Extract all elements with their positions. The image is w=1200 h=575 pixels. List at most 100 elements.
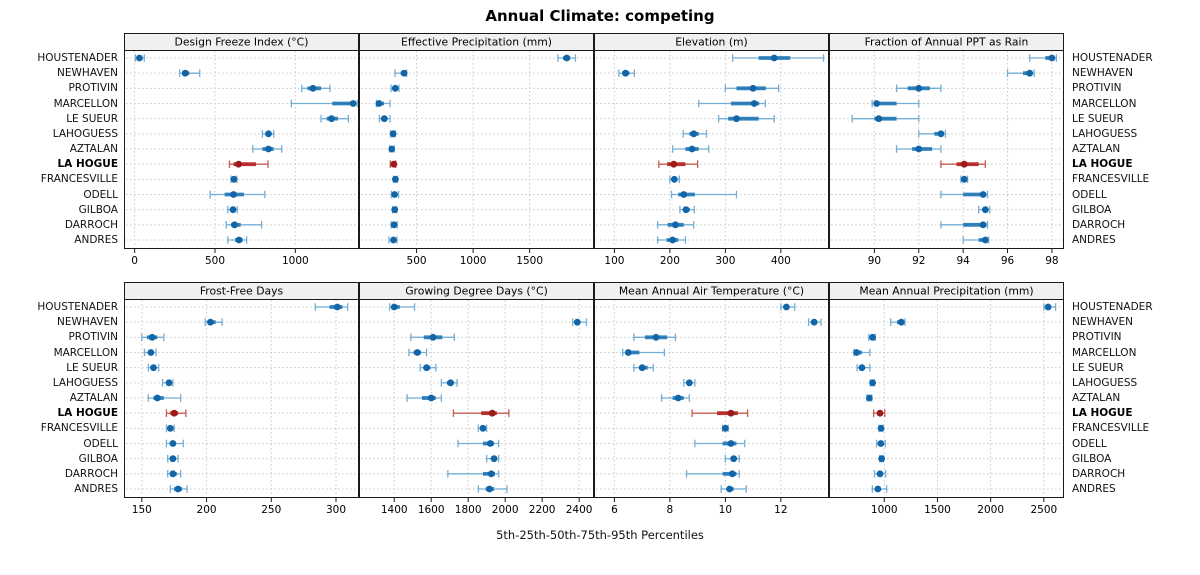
row-label-odell: ODELL <box>83 437 118 450</box>
row-label-marcellon: MARCELLON <box>53 346 118 359</box>
median-dot <box>153 394 161 402</box>
median-dot <box>150 364 157 372</box>
axis-tick-label: 500 <box>205 255 225 267</box>
row-labels-right: HOUSTENADER NEWHAVEN PROTIVIN MARCELLON LE S… <box>1064 33 1200 273</box>
median-dot <box>979 221 987 229</box>
row-label-lahoguess: LAHOGUESS <box>52 127 118 140</box>
median-dot <box>486 485 493 493</box>
median-dot <box>981 206 989 214</box>
row-label-odell: ODELL <box>1072 188 1107 201</box>
median-dot <box>391 84 399 92</box>
median-dot <box>148 333 156 341</box>
median-dot <box>858 364 866 372</box>
row-label-andres: ANDRES <box>1072 483 1116 495</box>
median-dot <box>165 379 173 387</box>
axis-tick-label: 300 <box>326 504 346 516</box>
panel-design-freeze-index: Design Freeze Index (°C) 0 500 1000 <box>124 33 359 273</box>
row-labels-left: HOUSTENADER NEWHAVEN PROTIVIN MARCELLON LE S… <box>0 282 124 522</box>
median-dot <box>136 54 143 62</box>
panel-strip <box>359 282 594 300</box>
axis-tick-label: 10 <box>719 504 732 516</box>
row-label-newhaven: NEWHAVEN <box>57 67 118 80</box>
median-dot <box>873 100 880 107</box>
median-dot <box>915 145 923 153</box>
axis-tick-label: 1800 <box>455 504 482 516</box>
median-dot <box>690 130 698 138</box>
median-dot <box>981 236 989 244</box>
median-dot <box>652 333 660 341</box>
row-label-houstenader: HOUSTENADER <box>37 52 118 64</box>
axis-tick-label: 2500 <box>1030 504 1057 516</box>
row-label-la-hogue: LA HOGUE <box>57 407 118 420</box>
median-dot <box>869 379 876 387</box>
panel-strip <box>594 33 829 51</box>
axis-tick-label: 400 <box>771 255 791 267</box>
row-label-darroch: DARROCH <box>64 467 118 480</box>
panel-fraction-annual-ppt-as-rain: Fraction of Annual PPT as Rain 90 92 94 96 98 <box>829 33 1064 273</box>
median-dot <box>423 364 430 372</box>
axis-tick-label: 200 <box>660 255 680 267</box>
row-label-le-sueur: LE SUEUR <box>1072 361 1124 374</box>
median-dot <box>875 115 883 123</box>
median-dot <box>638 364 646 372</box>
median-dot <box>390 236 397 244</box>
median-dot <box>622 69 629 77</box>
axis-tick-label: 200 <box>197 504 217 516</box>
row-label-le-sueur: LE SUEUR <box>1072 112 1124 125</box>
median-dot <box>782 303 790 311</box>
axis-tick-label: 2200 <box>529 504 556 516</box>
median-dot <box>726 485 733 493</box>
median-dot <box>960 160 968 168</box>
panel-strip-title: Mean Annual Air Temperature (°C) <box>619 285 804 298</box>
panel-strip <box>594 282 829 300</box>
median-dot <box>488 409 496 417</box>
panel-strip-title: Growing Degree Days (°C) <box>405 285 548 298</box>
axis-tick-label: 96 <box>1001 255 1015 267</box>
row-label-francesville: FRANCESVILLE <box>40 422 118 435</box>
median-dot <box>169 440 177 447</box>
median-dot <box>169 455 177 463</box>
median-dot <box>1026 69 1034 77</box>
median-dot <box>375 100 383 107</box>
row-label-lahoguess: LAHOGUESS <box>52 376 118 389</box>
row-label-marcellon: MARCELLON <box>1072 346 1137 359</box>
row-label-protivin: PROTIVIN <box>68 331 118 344</box>
median-dot <box>391 191 399 198</box>
median-dot <box>728 470 736 478</box>
row-label-gilboa: GILBOA <box>1072 203 1112 216</box>
median-dot <box>429 333 437 341</box>
panel-strip <box>829 33 1064 51</box>
row-label-gilboa: GILBOA <box>78 452 118 465</box>
panel-strip-title: Design Freeze Index (°C) <box>175 36 309 49</box>
median-dot <box>181 69 189 77</box>
median-dot <box>328 115 335 123</box>
median-dot <box>265 145 272 153</box>
median-dot <box>229 206 237 214</box>
row-label-gilboa: GILBOA <box>78 203 118 216</box>
panels-grid: HOUSTENADER NEWHAVEN PROTIVIN MARCELLON LE S… <box>0 33 1200 522</box>
median-dot <box>727 409 735 417</box>
median-dot <box>390 303 398 311</box>
median-dot <box>349 100 357 107</box>
panel-strip-title: Effective Precipitation (mm) <box>401 36 552 49</box>
x-axis-label: 5th-25th-50th-75th-95th Percentiles <box>496 528 704 542</box>
axis-tick-label: 1000 <box>282 255 309 267</box>
row-label-la-hogue: LA HOGUE <box>1072 158 1133 171</box>
row-label-newhaven: NEWHAVEN <box>1072 67 1133 80</box>
panel-mean-annual-precipitation: Mean Annual Precipitation (mm) 1000 1500 20… <box>829 282 1064 522</box>
axis-tick-label: 150 <box>132 504 152 516</box>
axis-tick-label: 1500 <box>516 255 543 267</box>
row-label-la-hogue: LA HOGUE <box>57 158 118 171</box>
row-label-marcellon: MARCELLON <box>1072 97 1137 110</box>
row-label-protivin: PROTIVIN <box>68 82 118 95</box>
row-label-odell: ODELL <box>83 188 118 201</box>
row-label-aztalan: AZTALAN <box>69 143 118 155</box>
median-dot <box>207 318 214 326</box>
median-dot <box>166 424 174 432</box>
median-dot <box>672 221 679 229</box>
row-label-newhaven: NEWHAVEN <box>1072 316 1133 329</box>
median-dot <box>897 318 905 326</box>
row-label-marcellon: MARCELLON <box>53 97 118 110</box>
median-dot <box>688 145 696 153</box>
median-dot <box>230 175 238 183</box>
